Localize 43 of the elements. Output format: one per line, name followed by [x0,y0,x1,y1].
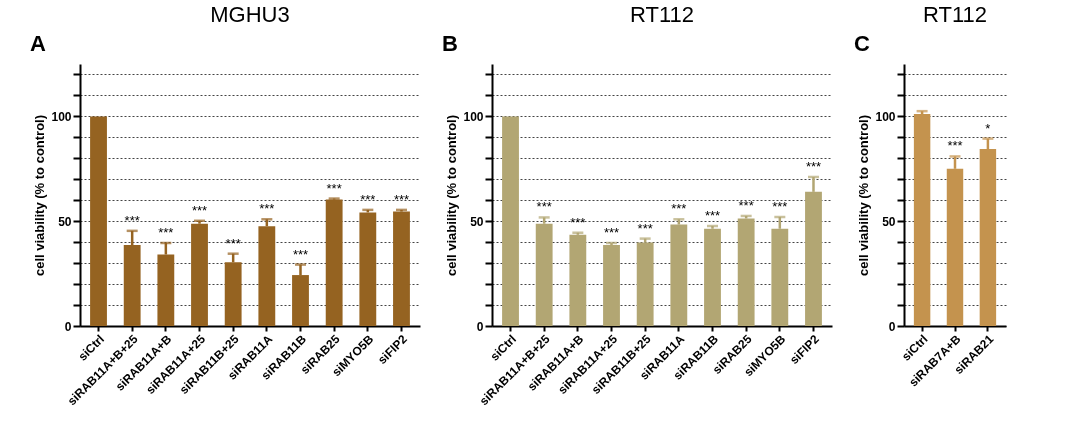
y-tick-label: 0 [64,319,72,334]
annotation: * [985,120,991,136]
annotation: *** [393,191,410,207]
chart-title: MGHU3 [210,2,290,27]
annotation: *** [603,225,620,240]
annotation: *** [124,212,140,228]
bar [502,116,519,326]
chart-title: RT112 [629,2,695,27]
bar [325,199,343,326]
y-tick-label: 0 [888,319,896,334]
annotation: *** [536,199,552,215]
annotation: *** [805,158,822,174]
annotation: *** [947,138,963,154]
annotation: *** [259,201,275,217]
text: C [854,31,870,56]
annotation: *** [292,246,309,262]
annotation: *** [158,225,174,240]
y-tick-label: 50 [882,214,896,229]
annotation: *** [772,199,788,215]
text: A [30,31,46,56]
y-axis-title: cell viability (% to control) [444,114,460,277]
y-axis-title: cell viability (% to control) [32,114,48,277]
annotation: *** [225,235,241,251]
y-tick-label: 50 [58,214,72,229]
annotation: *** [191,202,208,218]
bar [535,223,553,326]
annotation: *** [360,191,376,207]
y-tick-label: 100 [463,109,484,124]
y-axis-title: cell viability (% to control) [856,114,872,277]
annotation: *** [738,197,754,213]
y-tick-label: 0 [476,319,484,334]
annotation: *** [637,220,653,236]
annotation: *** [671,201,687,217]
bar [90,116,107,326]
annotation: *** [326,180,342,196]
text: B [442,31,458,56]
chart-title: RT112 [922,2,988,27]
bar [670,224,688,326]
y-tick-label: 100 [51,109,72,124]
annotation: *** [570,214,586,230]
y-tick-label: 100 [875,109,896,124]
annotation: *** [704,208,721,224]
y-tick-label: 50 [470,214,484,229]
